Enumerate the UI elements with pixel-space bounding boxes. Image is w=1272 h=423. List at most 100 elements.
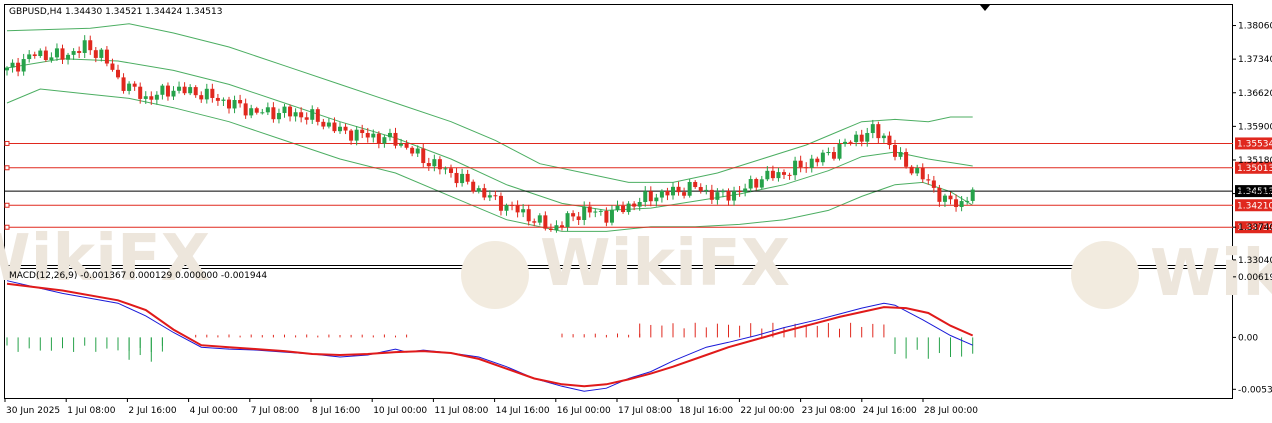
candles — [5, 35, 975, 233]
candle-body — [288, 106, 293, 117]
candle-body — [210, 88, 215, 98]
candle-body — [759, 179, 764, 188]
candle-body — [215, 97, 220, 101]
candle-body — [843, 141, 848, 145]
price-tick-label: 1.34460 — [1238, 190, 1272, 200]
candle-body — [138, 86, 143, 99]
price-tick-label: 1.36620 — [1238, 89, 1272, 99]
candle-body — [504, 205, 509, 211]
candle-body — [177, 86, 182, 91]
candle-body — [476, 188, 481, 192]
candle-body — [465, 173, 470, 182]
candle-body — [498, 195, 503, 211]
candle-body — [565, 213, 570, 228]
candle-body — [387, 132, 392, 138]
time-tick-label: 7 Jul 08:00 — [251, 406, 300, 416]
candle-body — [621, 205, 626, 213]
candle-body — [693, 181, 698, 188]
candle-body — [38, 50, 43, 57]
candle-body — [77, 51, 82, 53]
candle-body — [554, 225, 559, 231]
candle-body — [732, 191, 737, 201]
time-tick-label: 16 Jul 00:00 — [557, 406, 611, 416]
time-tick-label: 17 Jul 08:00 — [618, 406, 672, 416]
candle-body — [798, 160, 803, 168]
candle-body — [27, 54, 32, 60]
candle-body — [665, 190, 670, 196]
candle-body — [870, 124, 875, 134]
candle-body — [765, 170, 770, 180]
time-tick-label: 4 Jul 00:00 — [190, 406, 239, 416]
time-tick-label: 28 Jul 00:00 — [924, 406, 978, 416]
candle-body — [93, 50, 98, 58]
candle-body — [782, 172, 786, 175]
chart-shift-marker-icon[interactable] — [980, 5, 990, 11]
candle-body — [304, 117, 309, 120]
candle-body — [682, 192, 687, 196]
candle-body — [71, 51, 76, 55]
candle-body — [60, 48, 65, 60]
candle-body — [110, 63, 115, 70]
candle-body — [510, 205, 515, 207]
level-price-label: 1.35534 — [1237, 139, 1272, 149]
candle-body — [831, 152, 836, 159]
level-price-label: 1.35013 — [1237, 164, 1272, 174]
candle-body — [160, 85, 165, 95]
candle-body — [648, 191, 653, 202]
band-middle-line — [6, 58, 973, 211]
candle-body — [815, 158, 820, 163]
price-tick-label: 1.38060 — [1238, 22, 1272, 32]
candle-body — [437, 159, 442, 170]
candle-body — [121, 77, 126, 91]
candle-body — [127, 83, 132, 91]
candle-body — [310, 109, 315, 120]
candle-body — [776, 172, 781, 179]
watermark-logo — [1071, 241, 1139, 309]
level-price-tag — [1235, 161, 1272, 174]
candle-body — [515, 205, 520, 213]
candle-body — [82, 40, 87, 53]
level-handle — [4, 165, 10, 171]
candle-body — [893, 145, 897, 157]
candle-body — [421, 148, 426, 164]
candle-body — [532, 221, 537, 223]
candle-body — [965, 200, 970, 202]
candle-body — [582, 206, 587, 220]
candle-body — [99, 49, 104, 58]
candle-body — [970, 189, 975, 201]
candle-body — [537, 215, 542, 223]
candle-body — [959, 201, 964, 208]
macd-signal-line — [6, 282, 974, 388]
candle-body — [571, 213, 576, 217]
current-price-tag — [1235, 185, 1272, 198]
candle-body — [282, 106, 287, 114]
candle-body — [609, 210, 614, 223]
level-price-label: 1.34210 — [1237, 201, 1272, 211]
candle-body — [165, 85, 170, 97]
candle-body — [632, 203, 637, 207]
candle-body — [293, 112, 298, 117]
candle-body — [593, 211, 598, 213]
level-price-tag — [1235, 199, 1272, 212]
candle-body — [926, 179, 931, 181]
candle-body — [238, 100, 243, 104]
candle-body — [32, 54, 37, 57]
candle-body — [260, 112, 265, 114]
candle-body — [321, 121, 326, 127]
candle-body — [920, 167, 925, 180]
candle-body — [204, 88, 209, 100]
candle-body — [487, 195, 492, 198]
candle-body — [276, 113, 281, 120]
candle-body — [393, 132, 398, 146]
candle-body — [249, 108, 254, 116]
candle-body — [371, 133, 376, 138]
level-handle — [4, 202, 10, 208]
watermark-text: WikiFX — [1150, 237, 1272, 311]
candle-body — [521, 209, 526, 213]
candle-body — [154, 94, 159, 100]
macd-panel-frame — [4, 268, 1233, 399]
axes: 1.38060 1.37340 1.36620 1.35900 1.35180 1.344… — [4, 22, 1272, 416]
candle-body — [820, 152, 825, 163]
candle-body — [942, 195, 947, 202]
